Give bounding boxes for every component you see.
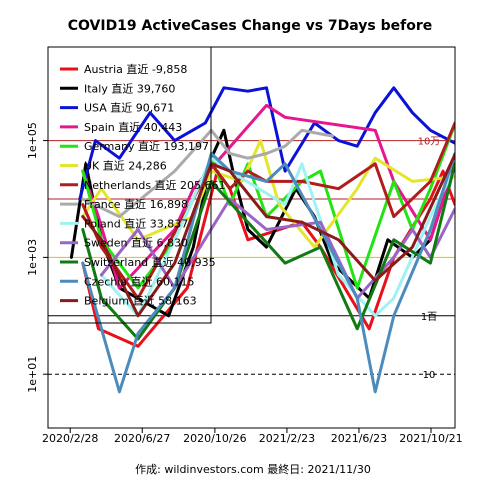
x-tick-label: 2021/10/21 (399, 432, 462, 445)
series-line-austria (81, 169, 455, 348)
y-tick-label: 1e+01 (26, 356, 39, 393)
legend-label-spain: Spain 直近 40,443 (84, 120, 182, 134)
series-line-belgium (81, 152, 455, 318)
series-line-netherlands (81, 121, 455, 300)
series-line-france (81, 128, 334, 219)
series-lines (69, 86, 455, 394)
y-tick-label: 1e+05 (26, 122, 39, 159)
legend-label-austria: Austria 直近 -9,858 (84, 62, 187, 76)
reference-line-label: 1百 (421, 311, 437, 323)
legend-label-netherlands: Netherlands 直近 205,661 (84, 178, 226, 192)
series-line-switzerland (81, 161, 455, 341)
series-line-poland (99, 156, 455, 318)
series-line-uk (81, 139, 455, 249)
x-tick-label: 2020/6/27 (114, 432, 170, 445)
credit-text: 作成: wildinvestors.com 最終日: 2021/11/30 (135, 462, 371, 476)
legend: Austria 直近 -9,858 Italy 直近 39,760 USA 直近 9… (47, 46, 226, 324)
legend-label-usa: USA 直近 90,671 (84, 101, 174, 115)
legend-label-belgium: Belgium 直近 58,163 (84, 294, 197, 308)
legend-label-czechia: Czechia 直近 60,115 (84, 274, 195, 288)
x-tick-label: 2021/2/23 (259, 432, 315, 445)
legend-label-italy: Italy 直近 39,760 (84, 81, 175, 95)
reference-line-label: 10 (423, 370, 436, 381)
y-axis: 1e+01 1e+03 1e+05 (26, 122, 48, 393)
legend-label-uk: UK 直近 24,286 (84, 159, 167, 173)
legend-box (47, 46, 212, 324)
series-line-usa (78, 86, 455, 201)
reference-line-label: 10万 (418, 137, 441, 148)
x-axis: 2020/2/28 2020/6/27 2020/10/26 2021/2/23 202… (42, 428, 463, 445)
legend-label-sweden: Sweden 直近 6,830 (84, 236, 188, 250)
legend-label-poland: Poland 直近 33,837 (84, 216, 188, 230)
series-line-sweden (99, 197, 455, 300)
series-line-czechia (81, 152, 455, 394)
legend-label-france: France 直近 16,898 (84, 197, 188, 211)
legend-label-switzerland: Switzerland 直近 40,935 (84, 255, 216, 269)
x-tick-label: 2021/6/23 (331, 432, 387, 445)
y-tick-label: 1e+03 (26, 239, 39, 276)
chart-title: COVID19 ActiveCases Change vs 7Days befo… (68, 18, 433, 34)
legend-label-germany: Germany 直近 193,197 (84, 139, 209, 153)
x-tick-label: 2020/2/28 (42, 432, 98, 445)
x-tick-label: 2020/10/26 (183, 432, 246, 445)
